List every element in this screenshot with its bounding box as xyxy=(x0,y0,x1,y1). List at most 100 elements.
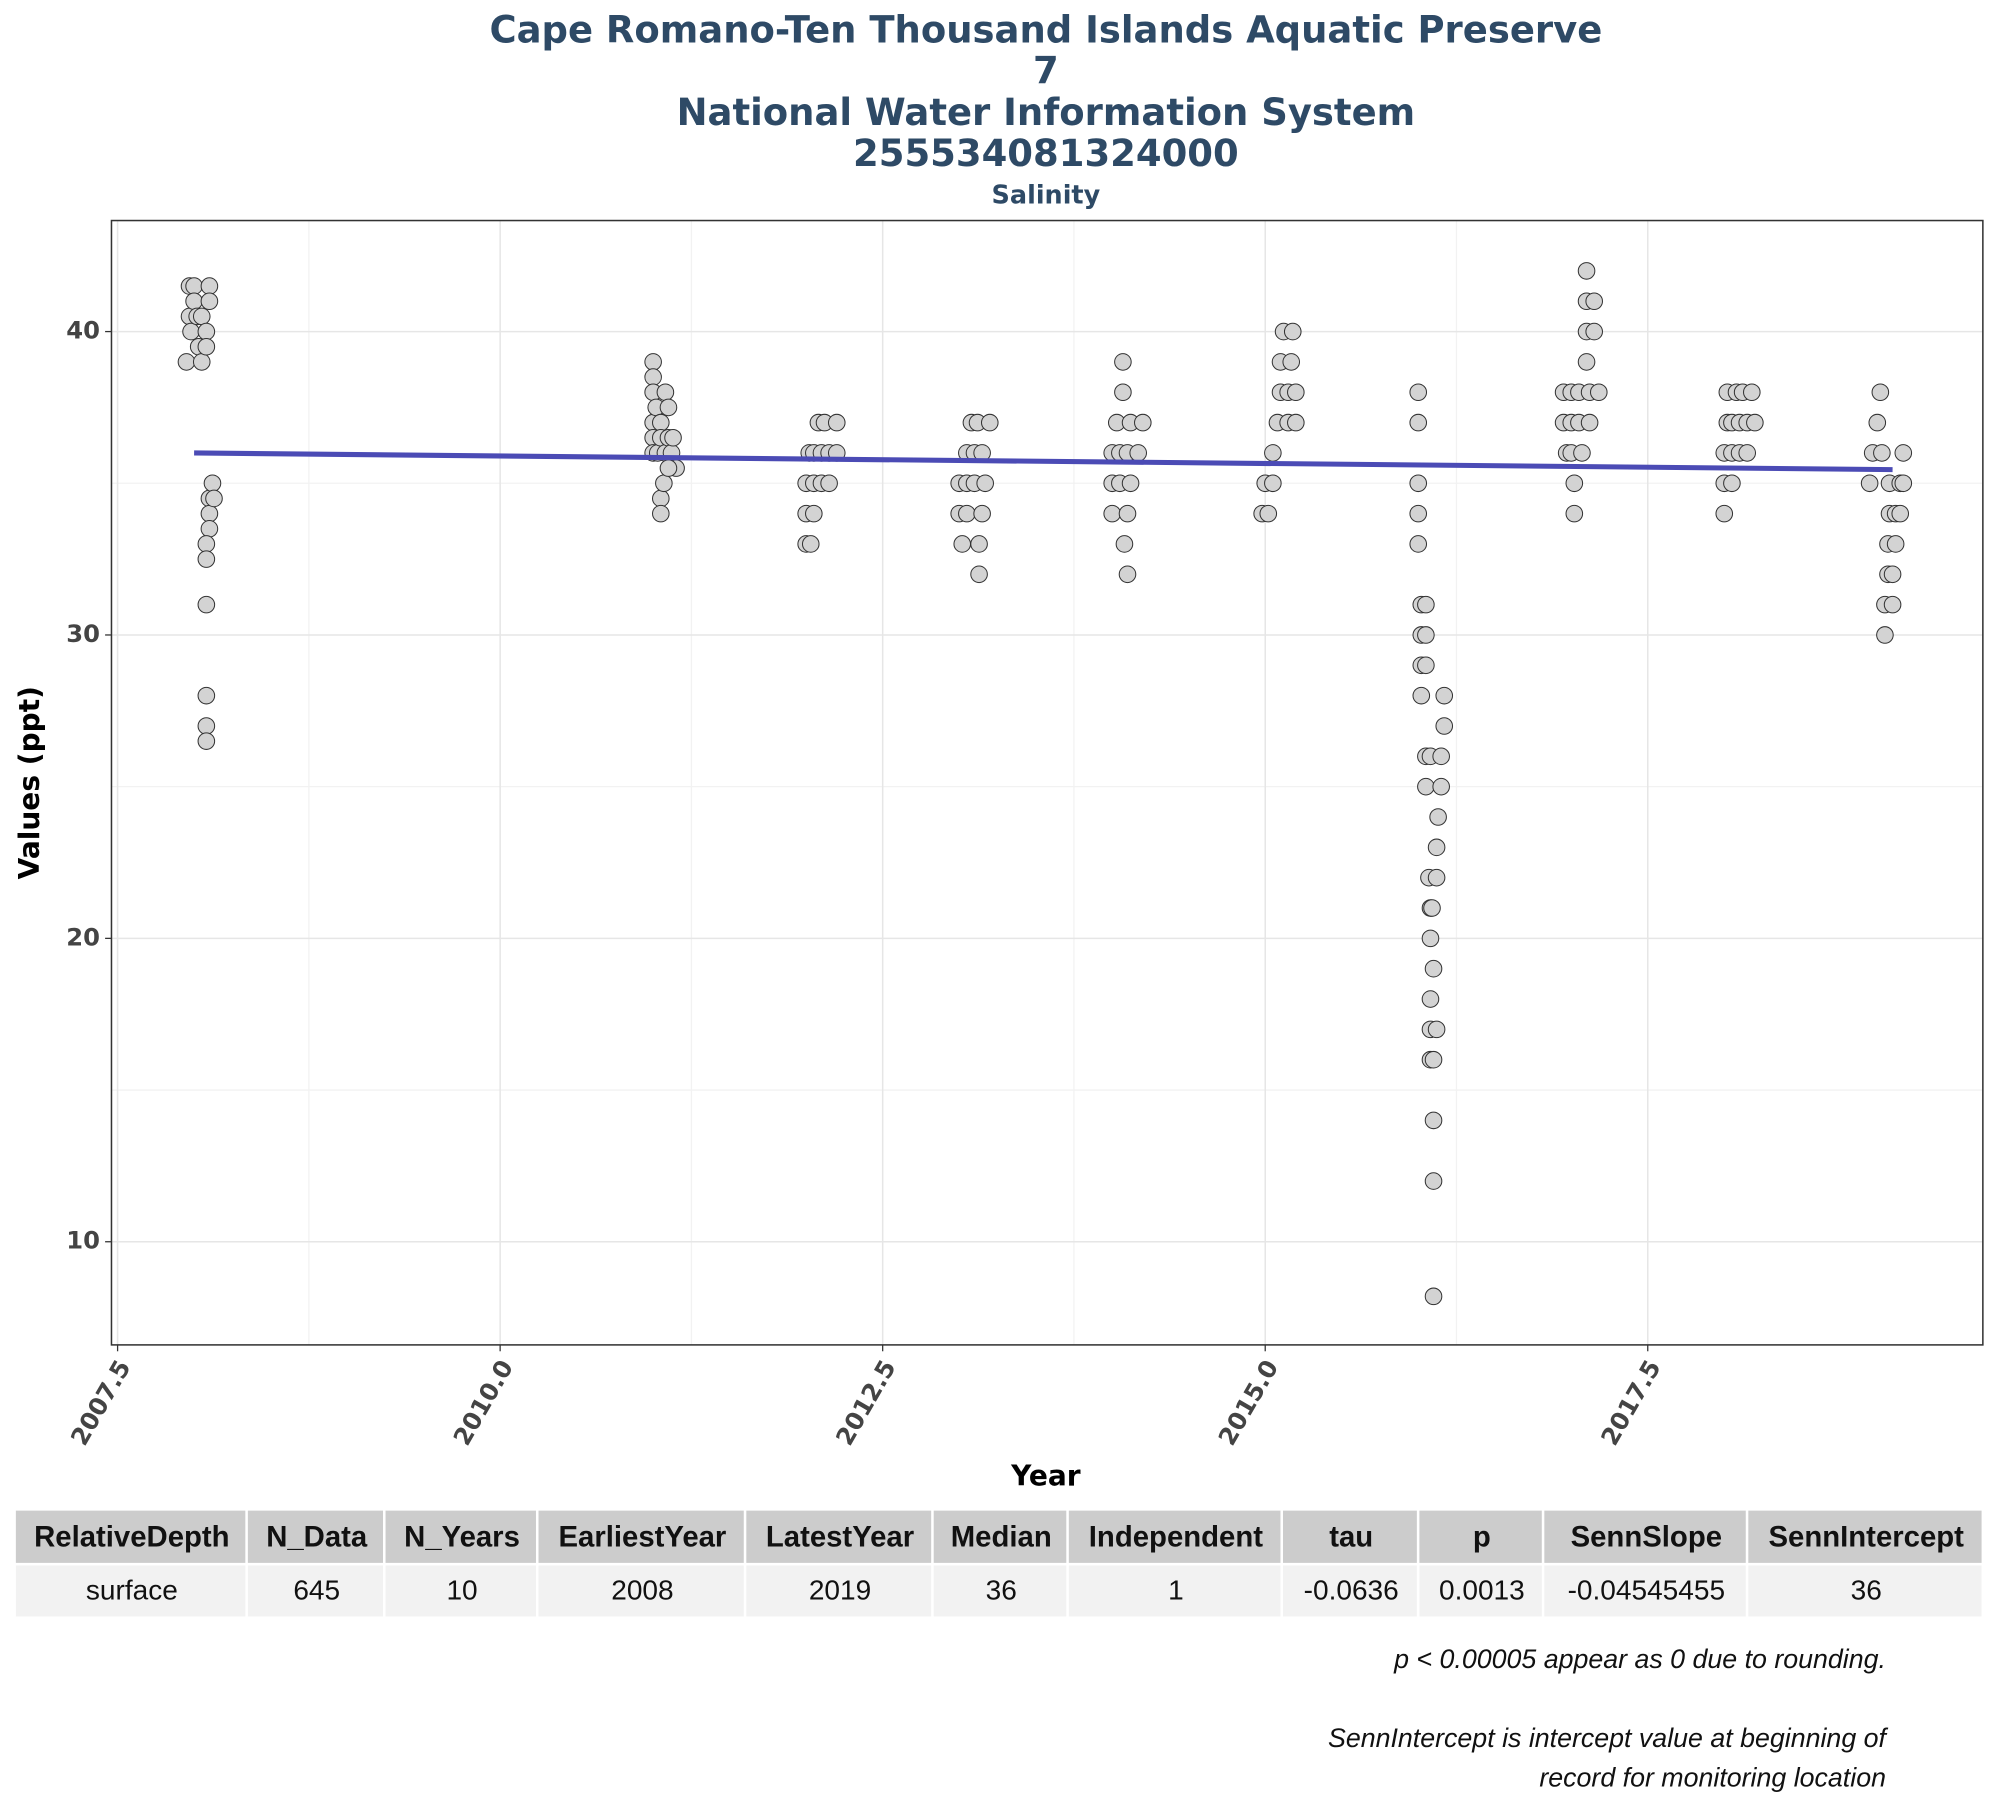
data-point xyxy=(1424,1287,1443,1306)
table-header-cell xyxy=(1068,1510,1281,1563)
table-header-cell xyxy=(1419,1510,1542,1563)
data-point xyxy=(659,398,678,417)
data-point xyxy=(1282,353,1301,371)
data-point xyxy=(1427,1020,1446,1039)
title-line: National Water Information System xyxy=(677,91,1416,134)
data-point xyxy=(200,292,219,311)
data-point xyxy=(1114,383,1132,402)
table-header: LatestYear xyxy=(766,1520,914,1553)
data-point xyxy=(1577,262,1596,280)
table-cell xyxy=(1419,1565,1542,1617)
title-line: 7 xyxy=(1033,49,1059,92)
data-point xyxy=(1114,353,1132,371)
data-point xyxy=(1424,1050,1443,1069)
data-point xyxy=(197,337,216,356)
title-line: Cape Romano-Ten Thousand Islands Aquatic… xyxy=(490,8,1603,51)
data-point xyxy=(1287,383,1305,402)
table-value: 645 xyxy=(293,1575,340,1606)
data-point xyxy=(185,277,203,295)
data-point xyxy=(652,413,670,432)
data-point xyxy=(1409,504,1428,523)
table-header-cell xyxy=(746,1510,932,1563)
data-point xyxy=(200,519,219,538)
table-cell xyxy=(15,1565,246,1617)
data-point xyxy=(655,474,673,493)
footnote: record for monitoring location xyxy=(1539,1763,1886,1793)
data-point xyxy=(203,474,222,493)
data-point xyxy=(1894,474,1913,493)
data-point xyxy=(1715,504,1734,523)
table-value: -0.04545455 xyxy=(1568,1575,1725,1606)
table-header-cell xyxy=(15,1510,246,1563)
data-point xyxy=(1118,504,1137,523)
table-header-cell xyxy=(247,1510,384,1563)
data-point xyxy=(1860,474,1879,493)
data-point xyxy=(1283,322,1302,341)
plot-background xyxy=(111,220,1983,1345)
data-point xyxy=(197,322,216,341)
x-tick-label: 2015.0 xyxy=(1213,1355,1284,1450)
table-header-cell xyxy=(385,1510,536,1563)
data-point xyxy=(1886,535,1905,553)
data-point xyxy=(973,504,991,523)
data-point xyxy=(664,428,682,447)
table-value: 10 xyxy=(446,1575,477,1606)
data-point xyxy=(976,474,994,493)
data-point xyxy=(980,413,999,432)
data-point xyxy=(205,489,223,508)
data-point xyxy=(1417,626,1435,644)
data-point xyxy=(1424,959,1443,978)
data-point xyxy=(197,535,216,553)
data-point xyxy=(1585,292,1603,311)
data-point xyxy=(970,535,988,553)
data-point xyxy=(1424,1172,1443,1190)
y-axis-label: Values (ppt) xyxy=(13,686,46,879)
y-tick-label: 10 xyxy=(66,1227,100,1255)
table-header-cell xyxy=(1283,1510,1417,1563)
x-tick-label: 2012.5 xyxy=(831,1355,902,1450)
table-header: N_Data xyxy=(266,1520,368,1553)
x-tick-label: 2010.0 xyxy=(448,1355,519,1450)
data-point xyxy=(1264,474,1282,493)
data-point xyxy=(1129,444,1148,462)
plot-border xyxy=(110,219,1984,1346)
data-point xyxy=(827,413,846,432)
table-header: Median xyxy=(951,1520,1052,1553)
data-point xyxy=(1723,474,1741,493)
data-point xyxy=(197,550,216,568)
data-point xyxy=(1103,504,1121,523)
footnote: p < 0.00005 appear as 0 due to rounding. xyxy=(1393,1644,1886,1674)
table-header: EarliestYear xyxy=(558,1520,726,1553)
data-point xyxy=(177,353,196,371)
data-point xyxy=(1585,322,1603,341)
data-point xyxy=(1743,383,1761,402)
data-point xyxy=(1565,504,1584,523)
data-point xyxy=(1427,838,1446,857)
data-point xyxy=(1565,474,1584,493)
table-cell xyxy=(933,1565,1067,1617)
table-header: SennSlope xyxy=(1571,1520,1722,1553)
table-header-cell xyxy=(538,1510,744,1563)
data-point xyxy=(1435,686,1454,705)
y-tick-label: 20 xyxy=(66,923,100,951)
table-value: -0.0636 xyxy=(1304,1575,1399,1606)
table-value: 2019 xyxy=(809,1575,871,1606)
data-point xyxy=(182,322,200,341)
data-point xyxy=(197,717,216,735)
data-point xyxy=(1432,777,1450,796)
data-point xyxy=(1738,444,1757,462)
data-point xyxy=(1883,595,1902,614)
x-tick-label: 2007.5 xyxy=(66,1355,137,1450)
table-header: N_Years xyxy=(404,1520,520,1553)
table-cell xyxy=(247,1565,384,1617)
table-value: 36 xyxy=(986,1575,1017,1606)
data-point xyxy=(805,504,823,523)
table-header-cell xyxy=(1748,1510,1982,1563)
data-point xyxy=(1868,413,1887,432)
table-header: tau xyxy=(1329,1520,1373,1553)
data-point xyxy=(1589,383,1608,402)
data-point xyxy=(1423,899,1441,917)
data-point xyxy=(801,535,820,553)
data-point xyxy=(1424,1111,1443,1130)
